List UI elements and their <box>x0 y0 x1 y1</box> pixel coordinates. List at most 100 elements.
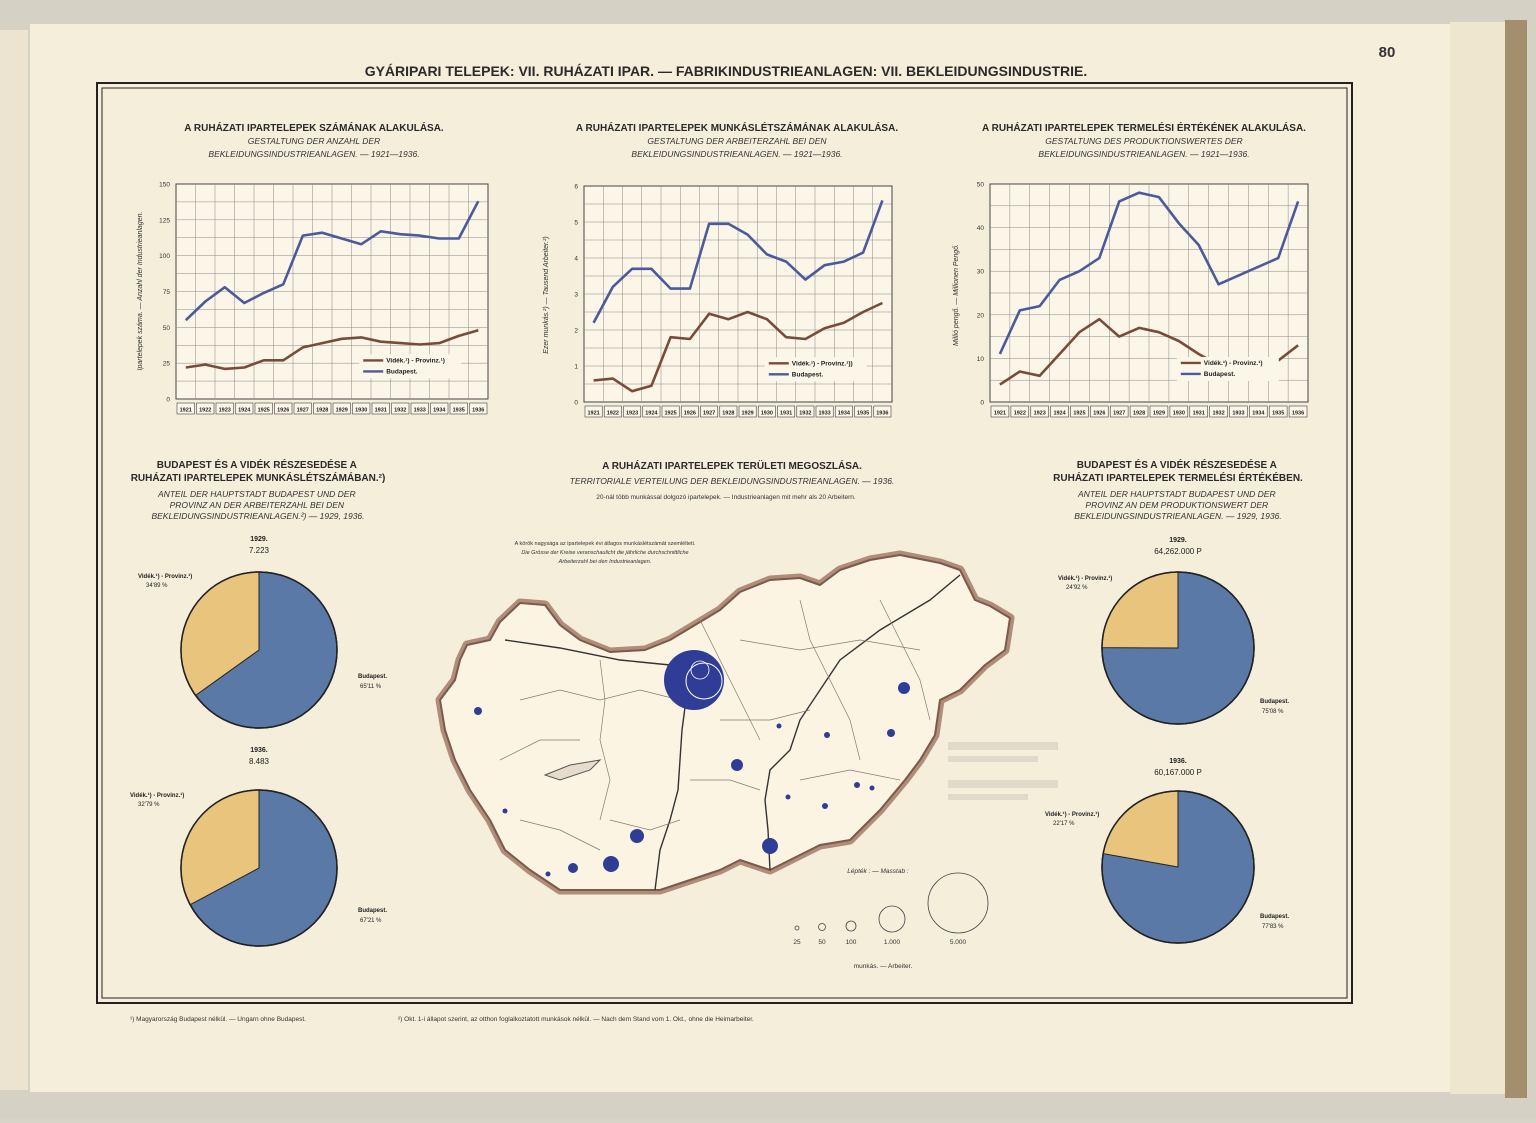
county-borders <box>499 599 931 851</box>
x-tick-label: 1924 <box>238 408 251 414</box>
y-tick-label: 25 <box>163 361 171 368</box>
page-number: 80 <box>1379 44 1396 61</box>
y-axis-label: Ezer munkás.²) — Tausend Arbeiter.²) <box>543 236 550 354</box>
x-tick-label: 1932 <box>799 411 811 417</box>
legend-label: Budapest. <box>792 371 824 378</box>
x-tick-label: 1934 <box>838 411 851 417</box>
x-tick-cell <box>990 405 1010 418</box>
x-tick-label: 1928 <box>1133 411 1145 417</box>
x-tick-cell <box>469 402 488 415</box>
x-tick-label: 1922 <box>199 408 211 414</box>
x-tick-cell <box>293 402 312 415</box>
line-chart-production: A RUHÁZATI IPARTELEPEK TERMELÉSI ÉRTÉKÉN… <box>953 121 1309 418</box>
x-tick-label: 1929 <box>742 411 754 417</box>
x-tick-label: 1931 <box>375 408 387 414</box>
pie-label-provinz-name: Vidék.¹) - Provinz.¹) <box>1058 575 1112 582</box>
y-tick-label: 150 <box>159 182 170 189</box>
x-tick-label: 1930 <box>1173 411 1185 417</box>
map-circle <box>474 707 482 715</box>
pie-subtitle: ANTEIL DER HAUPTSTADT BUDAPEST UND DER P… <box>1074 489 1281 521</box>
scale-label: 5.000 <box>950 939 967 946</box>
map-circle-ring <box>685 662 723 700</box>
x-tick-cell <box>1149 405 1169 418</box>
map-title: A RUHÁZATI IPARTELEPEK TERÜLETI MEGOSZLÁ… <box>602 459 862 472</box>
pie-label-budapest-value: 67'21 % <box>360 918 382 924</box>
legend-label: Vidék.¹) - Provinz.¹)) <box>792 360 853 367</box>
x-tick-label: 1930 <box>761 411 773 417</box>
y-tick-label: 40 <box>977 225 985 232</box>
x-tick-label: 1935 <box>1272 411 1284 417</box>
x-tick-cell <box>1229 405 1248 418</box>
y-tick-label: 6 <box>574 184 578 191</box>
y-tick-label: 50 <box>977 182 985 189</box>
x-tick-label: 1931 <box>780 411 792 417</box>
x-tick-cell <box>1030 405 1049 418</box>
x-tick-cell <box>815 405 834 418</box>
x-tick-cell <box>196 402 215 415</box>
legend-box <box>359 354 462 379</box>
pie-outline <box>1101 790 1255 944</box>
y-tick-label: 1 <box>574 364 578 371</box>
pie-charts: 1929. 7.223 Vidék.¹) - Provinz.¹) 34'89 % Bu… <box>130 536 1289 947</box>
chart-subtitle-2: BEKLEIDUNGSINDUSTRIEANLAGEN. — 1921—1936… <box>208 149 419 159</box>
x-tick-label: 1936 <box>876 411 888 417</box>
map-circle <box>776 723 782 729</box>
tisza-river <box>764 574 961 871</box>
x-tick-cell <box>661 405 680 418</box>
map-circle-ring <box>690 660 710 680</box>
map-circle <box>568 863 578 873</box>
x-tick-cell <box>1209 405 1228 418</box>
x-tick-cell <box>391 402 410 415</box>
x-tick-cell <box>235 402 254 415</box>
x-tick-cell <box>1249 405 1268 418</box>
x-tick-label: 1932 <box>1212 411 1224 417</box>
pie-label-budapest-name: Budapest. <box>1260 914 1289 920</box>
x-tick-label: 1929 <box>1153 411 1165 417</box>
x-tick-cell <box>215 402 234 415</box>
scale-circle <box>845 920 857 932</box>
map-note: 20-nál több munkással dolgozó ipartelepe… <box>596 494 856 501</box>
map-scale: Lépték : — Masstab : 25 50 100 1.000 5.000 m… <box>793 868 989 970</box>
danube-river <box>504 639 691 891</box>
x-tick-cell <box>738 405 757 418</box>
y-tick-label: 0 <box>574 400 578 407</box>
x-tick-label: 1930 <box>355 408 367 414</box>
y-tick-label: 0 <box>166 397 170 404</box>
map-circle <box>502 808 508 814</box>
x-tick-cell <box>449 402 468 415</box>
x-tick-cell <box>1268 405 1288 418</box>
x-tick-cell <box>1109 405 1129 418</box>
legend-box <box>1176 356 1279 381</box>
map-circle <box>822 803 828 809</box>
y-tick-label: 75 <box>163 289 171 296</box>
x-tick-label: 1926 <box>277 408 289 414</box>
x-tick-label: 1933 <box>819 411 831 417</box>
map-circle <box>824 732 830 738</box>
x-tick-cell <box>1189 405 1208 418</box>
x-tick-cell <box>796 405 815 418</box>
pie-title: BUDAPEST ÉS A VIDÉK RÉSZESEDÉSE A RUHÁZA… <box>131 458 386 484</box>
y-tick-label: 20 <box>977 312 985 319</box>
chart-subtitle-1: GESTALTUNG DER ANZAHL DER <box>248 136 380 146</box>
x-tick-cell <box>1288 405 1308 418</box>
x-tick-label: 1926 <box>1093 411 1105 417</box>
x-tick-label: 1926 <box>684 411 696 417</box>
chart-title: A RUHÁZATI IPARTELEPEK MUNKÁSLÉTSZÁMÁNAK… <box>576 121 898 134</box>
chart-subtitle-2: BEKLEIDUNGSINDUSTRIEANLAGEN. — 1921—1936… <box>631 149 842 159</box>
x-tick-cell <box>176 402 195 415</box>
lake-balaton <box>543 759 602 781</box>
x-tick-label: 1933 <box>1232 411 1244 417</box>
y-axis-label: Millió pengő. — Millionen Pengő. <box>953 244 960 346</box>
scale-circle <box>818 923 826 931</box>
x-tick-cell <box>757 405 776 418</box>
x-tick-label: 1922 <box>607 411 619 417</box>
pie-label-provinz-value: 24'92 % <box>1066 585 1088 591</box>
map-circle <box>630 829 644 843</box>
x-tick-cell <box>680 405 699 418</box>
scale-circle <box>927 872 989 934</box>
chart-subtitle-1: GESTALTUNG DES PRODUKTIONSWERTES DER <box>1045 136 1242 146</box>
x-tick-label: 1923 <box>219 408 231 414</box>
x-tick-label: 1936 <box>472 408 484 414</box>
x-tick-label: 1928 <box>722 411 734 417</box>
